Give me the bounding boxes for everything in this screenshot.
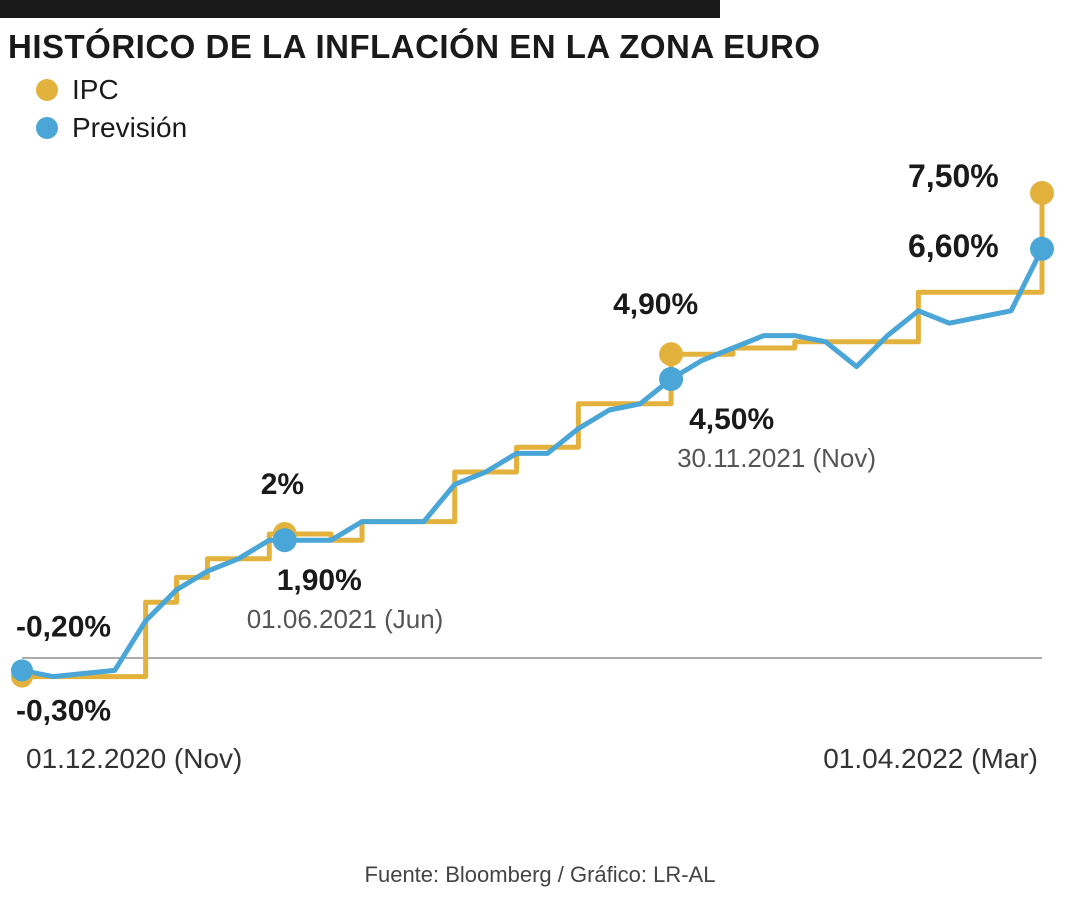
svg-text:01.12.2020 (Nov): 01.12.2020 (Nov) <box>26 743 242 774</box>
chart-title: HISTÓRICO DE LA INFLACIÓN EN LA ZONA EUR… <box>8 28 1080 66</box>
svg-text:7,50%: 7,50% <box>908 158 999 194</box>
header-rule <box>0 0 720 18</box>
chart-area: -0,20% -0,30% 2% 1,90% 4,90% 4,50% 7,50% 6,60% 0… <box>8 150 1072 790</box>
svg-text:4,50%: 4,50% <box>689 403 774 436</box>
svg-text:-0,30%: -0,30% <box>16 695 111 728</box>
legend-label-ipc: IPC <box>72 74 119 106</box>
legend-swatch-ipc <box>36 79 58 101</box>
svg-text:6,60%: 6,60% <box>908 228 999 264</box>
source-footer: Fuente: Bloomberg / Gráfico: LR-AL <box>0 862 1080 888</box>
legend: IPC Previsión <box>36 74 1080 144</box>
svg-text:2%: 2% <box>261 468 304 501</box>
svg-text:01.06.2021 (Jun): 01.06.2021 (Jun) <box>247 604 444 634</box>
svg-text:30.11.2021 (Nov): 30.11.2021 (Nov) <box>677 443 876 473</box>
svg-text:4,90%: 4,90% <box>613 288 698 321</box>
legend-swatch-prevision <box>36 117 58 139</box>
svg-text:1,90%: 1,90% <box>277 564 362 597</box>
legend-item-prevision: Previsión <box>36 112 1080 144</box>
legend-label-prevision: Previsión <box>72 112 187 144</box>
svg-text:-0,20%: -0,20% <box>16 610 111 643</box>
line-chart: -0,20% -0,30% 2% 1,90% 4,90% 4,50% 7,50% 6,60% 0… <box>8 150 1072 790</box>
legend-item-ipc: IPC <box>36 74 1080 106</box>
source-text: Fuente: Bloomberg / Gráfico: LR-AL <box>365 862 716 887</box>
svg-text:01.04.2022 (Mar): 01.04.2022 (Mar) <box>823 743 1038 774</box>
